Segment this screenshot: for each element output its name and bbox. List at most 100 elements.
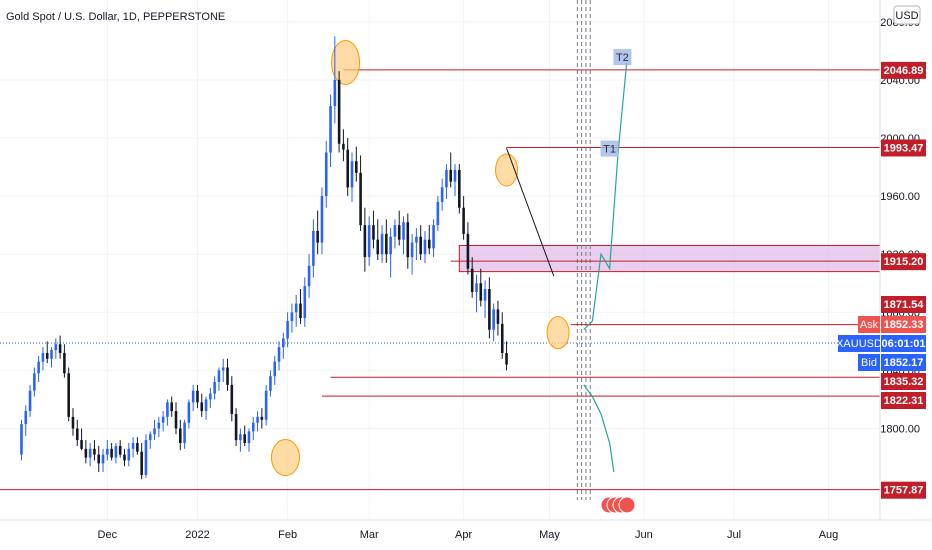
chart-title: Gold Spot / U.S. Dollar, 1D, PEPPERSTONE: [6, 11, 225, 23]
candle-body: [243, 434, 246, 444]
ask-price: 1852.33: [884, 319, 924, 331]
candle-body: [97, 454, 101, 464]
currency-label: USD: [895, 10, 918, 22]
candle-body: [234, 413, 238, 441]
price-level-tag: 2046.89: [884, 65, 924, 77]
candle-body: [299, 303, 302, 319]
target-labels: T2 T1: [600, 49, 632, 157]
x-tick-label: Jul: [727, 529, 741, 541]
candle-body: [397, 225, 401, 240]
ask-label-bg: [858, 316, 880, 333]
projection-down: [583, 384, 615, 473]
x-tick-label: Feb: [278, 529, 297, 541]
candle-body: [144, 440, 148, 475]
candles: [20, 36, 508, 480]
price-level-tag-bg: [881, 481, 926, 499]
candle-body: [505, 352, 508, 365]
x-tick-label: May: [539, 529, 560, 541]
candle-body: [419, 236, 422, 255]
candle-body: [213, 382, 216, 394]
candle-body: [191, 390, 195, 403]
price-level-tag: 1757.87: [884, 485, 924, 497]
countdown: 06:01:01: [881, 338, 925, 350]
candle-body: [393, 225, 397, 237]
currency-button[interactable]: [893, 5, 921, 25]
candle-body: [20, 424, 23, 455]
candle-body: [470, 268, 474, 292]
candle-body: [63, 352, 66, 374]
target-box: [613, 49, 632, 66]
candle-body: [239, 434, 242, 441]
price-level-tag: 1915.20: [884, 256, 924, 268]
candle-body: [367, 225, 371, 258]
candle-body: [436, 201, 440, 226]
candle-body: [475, 283, 478, 292]
x-tick-label: Dec: [98, 529, 118, 541]
candle-body: [389, 236, 392, 255]
candle-body: [423, 239, 427, 255]
bid-price-bg: [881, 354, 926, 371]
candle-body: [312, 230, 315, 266]
candle-body: [359, 172, 362, 226]
price-level-tag-bg: [881, 61, 926, 79]
candle-body: [217, 370, 221, 383]
candle-body: [153, 428, 156, 435]
candle-body: [260, 416, 264, 420]
candle-body: [28, 390, 32, 412]
candle-body: [71, 416, 75, 429]
candle-body: [131, 443, 135, 449]
ask-label: Ask: [860, 319, 879, 331]
candle-body: [282, 338, 285, 348]
candle-body: [161, 416, 165, 423]
candle-body: [110, 448, 113, 458]
candle-body: [24, 411, 28, 425]
highlight-circle: [331, 39, 361, 85]
candle-body: [179, 428, 182, 444]
supply-zone: [458, 244, 881, 273]
price-tags: 2046.89 1993.47 1915.20 1757.87 1871.54 1835.…: [836, 61, 926, 499]
candle-body: [37, 361, 40, 374]
candle-body: [269, 376, 272, 391]
candle-body: [84, 448, 88, 458]
candle-body: [316, 230, 319, 243]
candle-body: [230, 384, 234, 414]
event-lines: [576, 0, 591, 500]
events-icon[interactable]: [600, 496, 636, 514]
candle-body: [67, 373, 70, 417]
price-level-tag-bg: [881, 139, 926, 157]
candle-body: [273, 361, 277, 377]
candle-body: [440, 187, 444, 202]
candle-body: [264, 390, 268, 420]
candle-body: [123, 454, 126, 461]
bid-price: 1852.17: [884, 357, 924, 369]
candle-body: [462, 207, 465, 234]
candle-body: [415, 236, 418, 243]
candle-body: [136, 443, 139, 452]
target-box: [600, 140, 619, 157]
candle-body: [466, 233, 470, 269]
candle-body: [54, 344, 58, 351]
time-axis[interactable]: Dec 2022 Feb Mar Apr May Jun Jul Aug: [98, 529, 839, 541]
candle-body: [204, 399, 208, 412]
candle-body: [93, 448, 96, 455]
candle-body: [277, 347, 281, 362]
candle-body: [376, 239, 380, 255]
candle-body: [355, 161, 358, 173]
candle-body: [483, 289, 487, 301]
candle-body: [333, 79, 337, 107]
x-tick-label: Mar: [360, 529, 379, 541]
candle-body: [324, 152, 328, 197]
candle-body: [148, 434, 152, 441]
candle-body: [58, 344, 62, 353]
candle-body: [449, 169, 453, 182]
candle-body: [294, 303, 298, 313]
candle-body: [290, 312, 294, 322]
candle-body: [303, 286, 307, 319]
target-label: T2: [616, 52, 629, 64]
candle-body: [183, 422, 186, 444]
x-tick-label: 2022: [185, 529, 209, 541]
x-tick-label: Jun: [635, 529, 653, 541]
price-level-tag: 1822.31: [884, 395, 924, 407]
